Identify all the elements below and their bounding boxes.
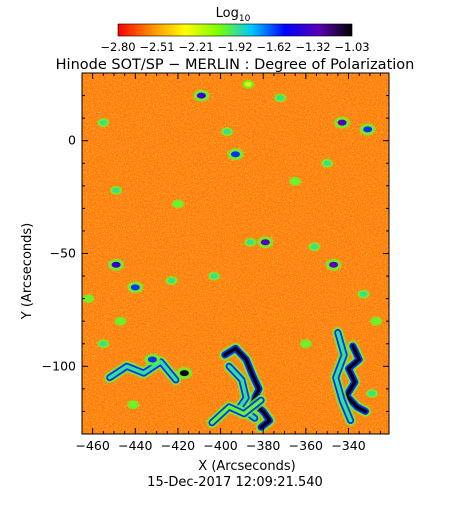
heatmap-blob xyxy=(231,151,240,158)
heatmap-blob xyxy=(302,341,310,347)
x-tick-label: −460 xyxy=(75,438,109,453)
heatmap-blob xyxy=(223,129,231,135)
y-tick-label: −50 xyxy=(50,246,76,261)
colorbar-tick-label: −1.92 xyxy=(217,40,252,54)
plot-area: −460 −440 −420 −400 −380 −360 −340 0 −50 −100 xyxy=(42,72,390,453)
colorbar-tick-label: −2.51 xyxy=(139,40,174,54)
x-tick-label: −380 xyxy=(246,438,280,453)
heatmap-blob xyxy=(112,187,120,193)
heatmap-blob xyxy=(99,341,107,347)
heatmap-blob xyxy=(196,92,206,99)
heatmap-blob xyxy=(116,318,124,324)
heatmap-blob xyxy=(168,278,176,284)
heatmap-blob xyxy=(244,81,252,87)
colorbar-ticks: −2.80 −2.51 −2.21 −1.92 −1.62 −1.32 −1.03 xyxy=(100,40,369,54)
heatmap-blob xyxy=(291,178,299,184)
heatmap-blob xyxy=(260,239,270,246)
heatmap-blob xyxy=(359,291,367,297)
y-axis-label: Y (Arcseconds) xyxy=(20,223,35,320)
heatmap-blob xyxy=(179,370,189,377)
heatmap-filament xyxy=(223,346,272,429)
colorbar-tick-label: −1.32 xyxy=(295,40,330,54)
heatmap-blob xyxy=(130,284,140,291)
heatmap-blob xyxy=(368,390,376,396)
heatmap-blob xyxy=(372,318,380,324)
heatmap-blob xyxy=(99,120,107,126)
colorbar-tick-label: −1.62 xyxy=(256,40,291,54)
colorbar-gradient xyxy=(117,23,353,37)
x-tick-label: −400 xyxy=(203,438,237,453)
heatmap-blob xyxy=(246,239,254,245)
heatmap-blob xyxy=(337,119,347,126)
heatmap-blob xyxy=(147,356,157,363)
heatmap-blob xyxy=(174,201,182,207)
heatmap-blob xyxy=(310,244,318,250)
heatmap-filament xyxy=(333,330,353,423)
heatmap-features xyxy=(82,79,383,433)
heatmap-blob xyxy=(129,402,137,408)
x-axis-label: X (Arcseconds) xyxy=(198,459,295,474)
timestamp: 15-Dec-2017 12:09:21.540 xyxy=(147,475,323,490)
x-axis: −460 −440 −420 −400 −380 −360 −340 xyxy=(75,73,381,453)
colorbar-label: Log10 xyxy=(216,6,251,24)
x-tick-label: −440 xyxy=(118,438,152,453)
heatmap-blob xyxy=(323,160,331,166)
heatmap-blob xyxy=(363,126,373,133)
x-tick-label: −420 xyxy=(161,438,195,453)
y-tick-label: 0 xyxy=(68,133,76,148)
heatmap-filament xyxy=(344,344,368,414)
colorbar: Log10 −2.80 −2.51 −2.21 −1.92 −1.62 −1.32 −1.0… xyxy=(100,6,369,54)
colorbar-tick-label: −2.21 xyxy=(178,40,213,54)
y-tick-label: −100 xyxy=(42,358,76,373)
heatmap-filament xyxy=(210,398,263,425)
heatmap-filament xyxy=(107,360,178,382)
heatmap-blob xyxy=(111,261,121,268)
heatmap-blob xyxy=(329,261,339,268)
colorbar-tick-label: −2.80 xyxy=(100,40,135,54)
colorbar-tick-label: −1.03 xyxy=(334,40,369,54)
y-axis: 0 −50 −100 xyxy=(42,72,389,435)
heatmap-blob xyxy=(210,273,218,279)
heatmap-blob xyxy=(84,296,92,302)
x-tick-label: −360 xyxy=(289,438,323,453)
x-tick-label: −340 xyxy=(331,438,365,453)
heatmap-blob xyxy=(276,95,284,101)
chart-title: Hinode SOT/SP − MERLIN : Degree of Polar… xyxy=(56,57,415,73)
